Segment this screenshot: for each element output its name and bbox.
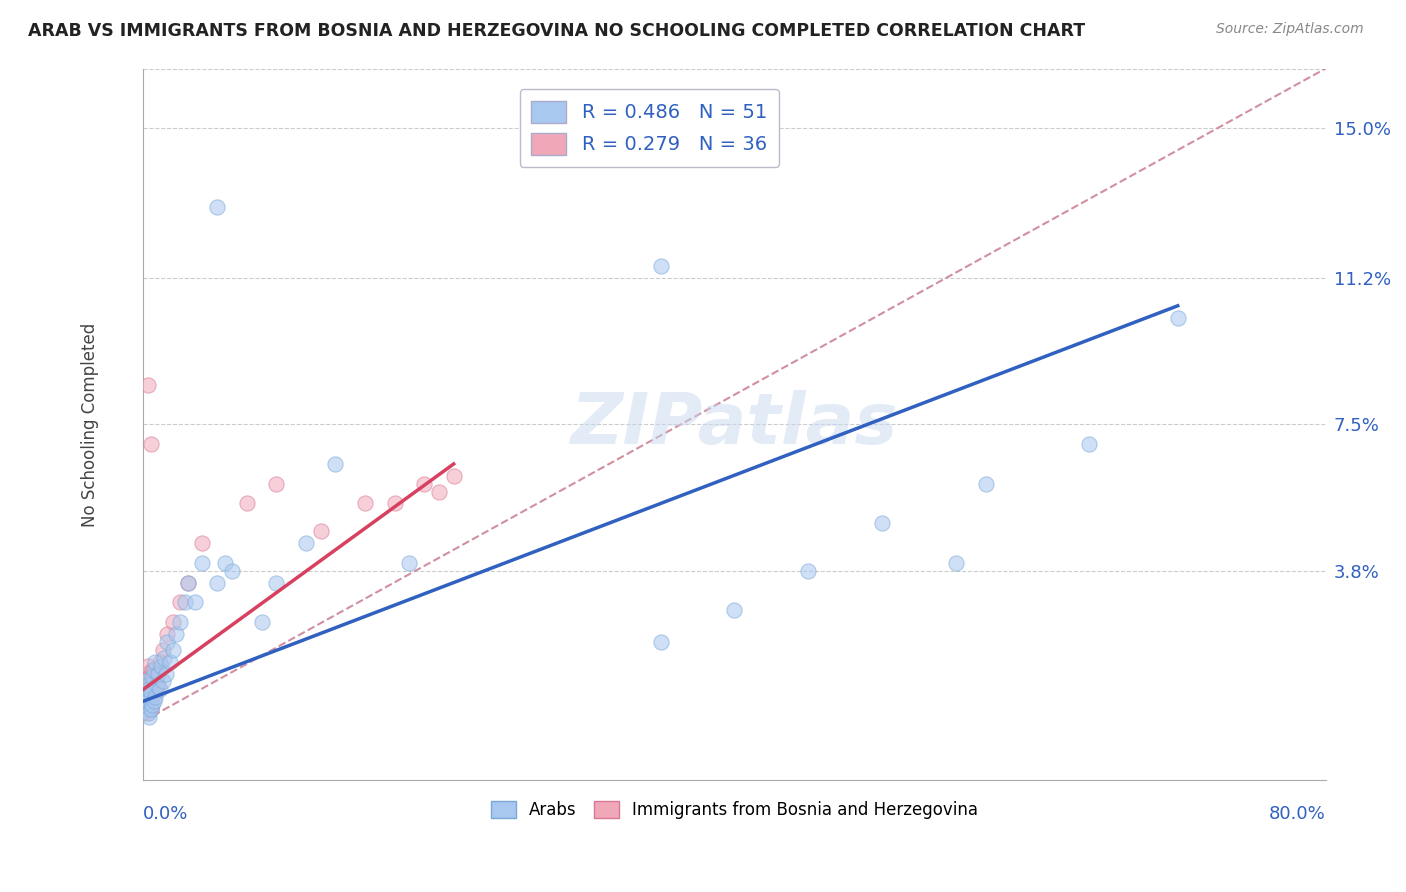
Point (723, 603, 745, 617)
Point (142, 694, 165, 708)
Point (135, 674, 157, 689)
Point (184, 595, 207, 609)
Point (156, 627, 179, 641)
Point (149, 682, 172, 697)
Point (870, 516, 893, 531)
Point (138, 671, 160, 685)
Point (152, 642, 174, 657)
Point (205, 200, 228, 214)
Point (135, 698, 157, 713)
Point (354, 496, 377, 510)
Point (169, 595, 191, 609)
Point (141, 690, 163, 705)
Point (136, 377, 159, 392)
Point (152, 674, 174, 689)
Point (413, 476, 436, 491)
Point (974, 476, 997, 491)
Point (650, 635, 672, 649)
Point (266, 476, 288, 491)
Point (945, 556, 967, 570)
Point (141, 671, 163, 685)
Point (205, 575, 228, 590)
Point (139, 678, 162, 692)
Text: 80.0%: 80.0% (1268, 805, 1326, 823)
Point (145, 678, 167, 692)
Point (139, 702, 162, 716)
Point (143, 690, 166, 705)
Point (138, 694, 160, 708)
Point (162, 615, 184, 629)
Point (141, 663, 163, 677)
Point (176, 575, 198, 590)
Point (155, 666, 177, 681)
Point (173, 595, 195, 609)
Point (159, 655, 181, 669)
Text: 0.0%: 0.0% (143, 805, 188, 823)
Point (135, 686, 157, 700)
Point (136, 706, 159, 720)
Point (136, 694, 159, 708)
Point (134, 702, 156, 716)
Point (136, 678, 159, 692)
Point (250, 615, 273, 629)
Point (146, 678, 169, 692)
Point (384, 496, 406, 510)
Point (134, 698, 156, 713)
Point (139, 686, 162, 700)
Point (797, 564, 820, 578)
Point (650, 259, 672, 273)
Point (143, 655, 166, 669)
Point (221, 564, 243, 578)
Point (165, 627, 187, 641)
Point (143, 686, 166, 700)
Point (1167, 310, 1189, 325)
Point (139, 702, 162, 716)
Point (295, 536, 318, 550)
Point (398, 556, 420, 570)
Point (142, 674, 165, 689)
Point (150, 658, 173, 673)
Point (142, 663, 165, 677)
Point (149, 655, 172, 669)
Point (135, 690, 157, 705)
Point (141, 698, 163, 713)
Point (162, 642, 184, 657)
Legend: Arabs, Immigrants from Bosnia and Herzegovina: Arabs, Immigrants from Bosnia and Herzeg… (484, 794, 984, 825)
Text: Source: ZipAtlas.com: Source: ZipAtlas.com (1216, 22, 1364, 37)
Point (169, 615, 191, 629)
Point (325, 457, 347, 471)
Point (236, 496, 259, 510)
Point (309, 524, 332, 538)
Point (136, 682, 159, 697)
Point (135, 666, 157, 681)
Text: ARAB VS IMMIGRANTS FROM BOSNIA AND HERZEGOVINA NO SCHOOLING COMPLETED CORRELATIO: ARAB VS IMMIGRANTS FROM BOSNIA AND HERZE… (28, 22, 1085, 40)
Point (443, 468, 465, 483)
Point (138, 710, 160, 724)
Point (191, 556, 214, 570)
Point (134, 686, 156, 700)
Point (191, 536, 214, 550)
Point (156, 635, 179, 649)
Point (146, 666, 169, 681)
Point (266, 575, 288, 590)
Point (153, 650, 176, 665)
Point (1078, 437, 1101, 451)
Point (136, 658, 159, 673)
Point (214, 556, 236, 570)
Point (135, 702, 157, 716)
Point (427, 484, 450, 499)
Point (139, 437, 162, 451)
Point (134, 690, 156, 705)
Point (145, 666, 167, 681)
Text: ZIPatlas: ZIPatlas (571, 390, 898, 458)
Point (138, 682, 160, 697)
Text: No Schooling Completed: No Schooling Completed (82, 322, 100, 526)
Point (136, 706, 159, 720)
Point (134, 674, 156, 689)
Point (176, 575, 198, 590)
